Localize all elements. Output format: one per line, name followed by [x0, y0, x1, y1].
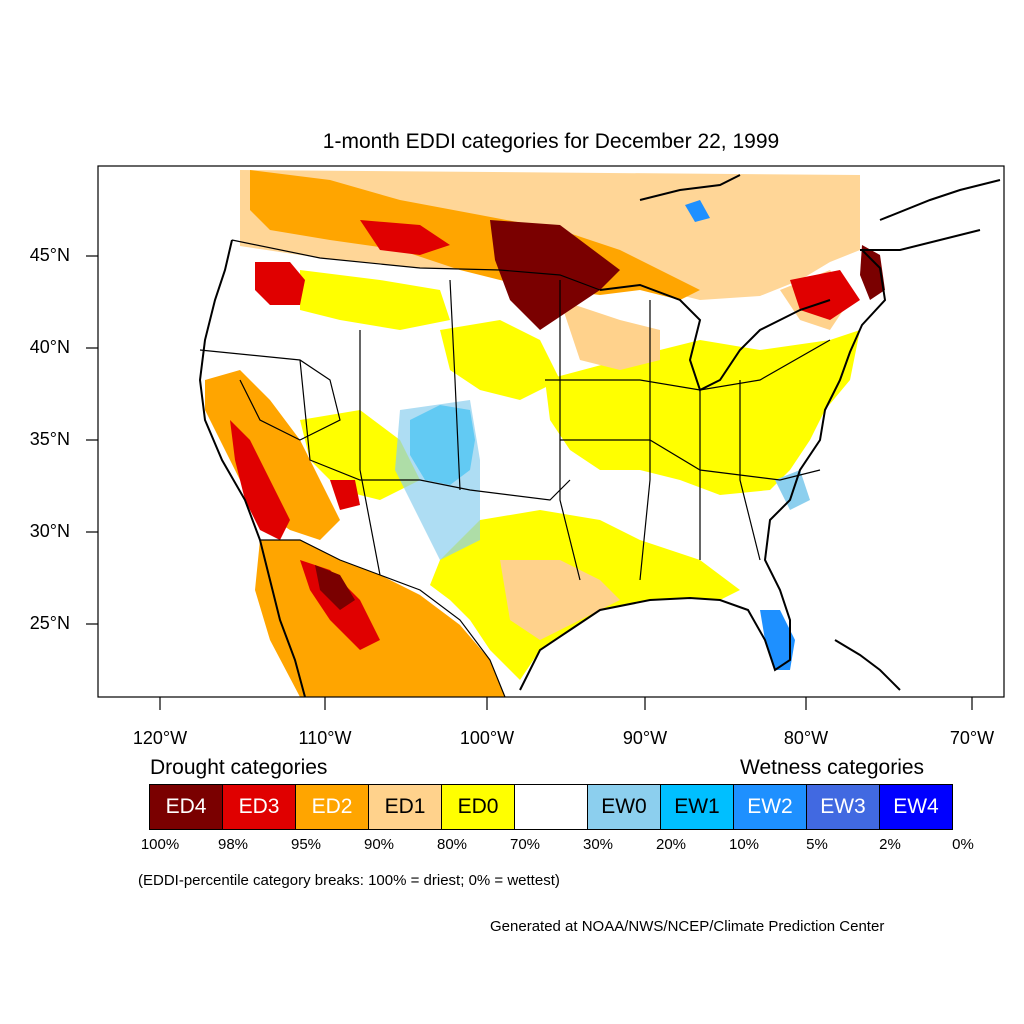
lon-label-100: 100°W [459, 728, 515, 748]
lat-ticks [86, 255, 98, 625]
percentile-label: 0% [952, 836, 974, 853]
lat-label-25: 25°N [29, 613, 70, 633]
state-borders [199, 239, 831, 697]
drought-title: Drought categories [150, 756, 328, 779]
legend-box-ed4: ED4 [149, 784, 223, 830]
lon-label-70: 70°W [949, 728, 995, 748]
legend-box-ew2: EW2 [733, 784, 807, 830]
ed3-arizona [330, 480, 360, 510]
ed0-east [545, 330, 860, 495]
lat-label-40: 40°N [29, 337, 70, 357]
ew0-southwest [395, 400, 480, 560]
percentile-label: 80% [436, 836, 468, 853]
ed0-northwest [300, 270, 450, 330]
percentile-label: 2% [879, 836, 901, 853]
percentile-label: 70% [509, 836, 541, 853]
ed1-southtx [500, 560, 620, 640]
ed1-midwest [560, 300, 660, 370]
ew2-florida [760, 610, 795, 670]
coastlines [198, 174, 1001, 697]
map-field [198, 170, 1001, 697]
lon-label-110: 110°W [298, 728, 352, 748]
percentile-label: 100% [140, 836, 180, 853]
ed4-sonora [315, 565, 355, 610]
legend-box-ew1: EW1 [660, 784, 734, 830]
legend-box-neutral [514, 784, 588, 830]
legend-box-ed2: ED2 [295, 784, 369, 830]
lat-label-35: 35°N [29, 429, 70, 449]
map-title: 1-month EDDI categories for December 22,… [322, 130, 780, 153]
ed4-maine [860, 245, 885, 300]
ew0-minnesota [685, 200, 710, 222]
ed0-plains [440, 320, 560, 400]
lon-label-80: 80°W [783, 728, 829, 748]
legend-box-ed1: ED1 [368, 784, 442, 830]
percentile-label: 5% [806, 836, 828, 853]
ed3-northwest [255, 262, 305, 305]
percentile-label: 10% [728, 836, 760, 853]
percentile-label: 90% [363, 836, 395, 853]
percentile-label: 98% [217, 836, 249, 853]
legend-box-ew0: EW0 [587, 784, 661, 830]
percentile-label: 20% [655, 836, 687, 853]
lat-label-30: 30°N [29, 521, 70, 541]
ed3-california [230, 420, 290, 540]
ed2-west [205, 370, 340, 540]
legend-box-ed3: ED3 [222, 784, 296, 830]
lat-label-45: 45°N [29, 245, 70, 265]
legend-box-ew3: EW3 [806, 784, 880, 830]
map-frame [97, 165, 1005, 698]
category-legend: ED4 ED3 ED2 ED1 ED0 EW0 EW1 EW2 EW3 EW4 [149, 784, 953, 830]
percentile-label: 30% [582, 836, 614, 853]
credit-line: Generated at NOAA/NWS/NCEP/Climate Predi… [490, 918, 885, 935]
legend-box-ew4: EW4 [879, 784, 953, 830]
lon-ticks [159, 697, 973, 710]
legend-box-ed0: ED0 [441, 784, 515, 830]
lon-label-120: 120°W [132, 728, 188, 748]
ed3-canada [360, 220, 450, 255]
percentile-label: 95% [290, 836, 322, 853]
lon-label-90: 90°W [622, 728, 668, 748]
category-note: (EDDI-percentile category breaks: 100% =… [138, 872, 560, 889]
wetness-title: Wetness categories [740, 756, 925, 779]
